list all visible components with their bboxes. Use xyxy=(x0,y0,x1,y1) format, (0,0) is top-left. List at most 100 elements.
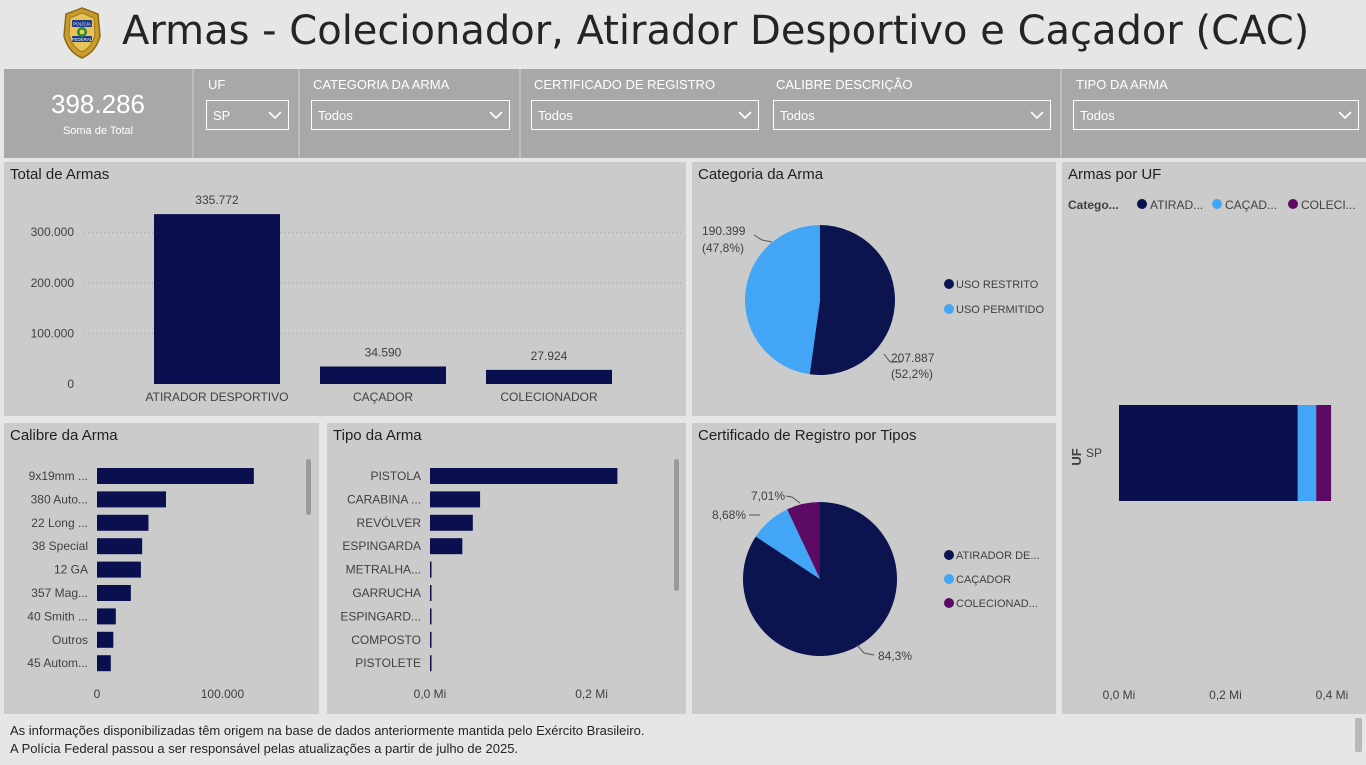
bar xyxy=(97,538,143,555)
leader-line xyxy=(856,644,875,656)
filter-divider xyxy=(1060,69,1062,158)
legend-label: COLECIONAD... xyxy=(956,598,1038,610)
x-tick-label: 0,2 Mi xyxy=(1209,688,1242,702)
y-tick-label: 200.000 xyxy=(31,276,75,290)
total-armas-panel: Total de Armas 0 100.000 200.000 300.000 335… xyxy=(4,162,686,416)
legend-label: ATIRAD... xyxy=(1150,198,1203,212)
uf-dropdown[interactable]: SP xyxy=(206,100,289,130)
pie-slice-colecionador xyxy=(787,502,820,579)
stacked-bar-segment xyxy=(1297,405,1317,501)
legend-label: COLECI... xyxy=(1301,198,1356,212)
category-label: 380 Auto... xyxy=(31,492,88,506)
legend-label: USO RESTRITO xyxy=(956,279,1039,291)
bar xyxy=(430,514,473,531)
tipo-dropdown-value: Todos xyxy=(1080,108,1115,123)
slicer-uf: UF SP xyxy=(194,69,298,158)
footer-note: As informações disponibilizadas têm orig… xyxy=(10,722,644,758)
bar xyxy=(430,655,432,672)
legend-marker xyxy=(1137,199,1147,209)
stacked-bar-segment xyxy=(1316,405,1332,501)
categoria-dropdown[interactable]: Todos xyxy=(311,100,510,130)
slicer-categoria: CATEGORIA DA ARMA Todos xyxy=(300,69,519,158)
tipo-dropdown[interactable]: Todos xyxy=(1073,100,1359,130)
tipo-scrollbar[interactable] xyxy=(674,459,679,591)
legend-title: Catego... xyxy=(1068,198,1119,212)
bar xyxy=(430,631,432,648)
armas-por-uf-title: Armas por UF xyxy=(1068,166,1162,183)
data-label: 27.924 xyxy=(531,349,568,363)
data-label: 8,68% xyxy=(712,508,746,522)
slicer-tipo: TIPO DA ARMA Todos xyxy=(1062,69,1366,158)
footer-line-1: As informações disponibilizadas têm orig… xyxy=(10,723,645,738)
category-label: Outros xyxy=(52,633,88,647)
certificado-tipos-title: Certificado de Registro por Tipos xyxy=(698,427,917,444)
tipo-arma-title: Tipo da Arma xyxy=(333,427,422,444)
calibre-arma-title: Calibre da Arma xyxy=(10,427,118,444)
y-tick-label: 300.000 xyxy=(31,225,75,239)
calibre-dropdown[interactable]: Todos xyxy=(773,100,1051,130)
legend-label: USO PERMITIDO xyxy=(956,304,1044,316)
pie-slice-uso-restrito xyxy=(809,225,896,375)
footer-line-2: A Polícia Federal passou a ser responsáv… xyxy=(10,741,519,756)
bar xyxy=(430,608,432,625)
category-label: PISTOLETE xyxy=(355,656,421,670)
calibre-dropdown-value: Todos xyxy=(780,108,815,123)
chevron-down-icon xyxy=(738,111,752,120)
x-tick-label: 0 xyxy=(94,687,101,701)
category-label: PISTOLA xyxy=(371,469,421,483)
calibre-scrollbar[interactable] xyxy=(306,459,311,515)
y-tick-label: 0 xyxy=(67,377,74,391)
bar xyxy=(430,468,618,484)
data-label: (47,8%) xyxy=(702,241,744,255)
bar xyxy=(430,491,481,508)
x-tick-label: 0,0 Mi xyxy=(414,687,447,701)
slicer-certificado-title: CERTIFICADO DE REGISTRO xyxy=(534,77,716,92)
legend-label: CAÇAD... xyxy=(1225,198,1277,212)
category-label: GARRUCHA xyxy=(352,586,421,600)
pie-slice-uso-permitido xyxy=(745,225,820,375)
x-tick-label: COLECIONADOR xyxy=(500,390,598,404)
page-scrollbar[interactable] xyxy=(1355,718,1362,752)
bar xyxy=(486,369,612,384)
kpi-value: 398.286 xyxy=(51,89,145,119)
slicer-uf-title: UF xyxy=(208,77,226,92)
filter-divider xyxy=(298,69,300,158)
category-label: 12 GA xyxy=(54,563,88,577)
bar xyxy=(320,366,446,384)
slicer-categoria-title: CATEGORIA DA ARMA xyxy=(313,77,450,92)
x-tick-label: CAÇADOR xyxy=(353,390,413,404)
x-tick-label: 0,4 Mi xyxy=(1316,688,1349,702)
category-label: SP xyxy=(1086,446,1102,460)
category-label: 357 Mag... xyxy=(31,586,88,600)
bar xyxy=(154,214,280,384)
leader-line xyxy=(785,495,801,504)
data-label: 335.772 xyxy=(195,193,239,207)
tipo-arma-panel: Tipo da Arma PISTOLA CARABINA ... REVÓLVER… xyxy=(327,423,686,714)
category-label: CARABINA ... xyxy=(347,492,421,506)
stacked-bar-segment xyxy=(1119,405,1298,501)
y-axis-title: UF xyxy=(1069,448,1084,465)
bar xyxy=(430,585,432,601)
logo-text-top: POLÍCIA xyxy=(73,21,91,27)
category-label: 40 Smith ... xyxy=(27,609,88,623)
slicer-certificado: CERTIFICADO DE REGISTRO Todos xyxy=(521,69,761,158)
category-label: 9x19mm ... xyxy=(29,469,88,483)
category-label: ESPINGARDA xyxy=(342,539,421,553)
leader-line xyxy=(883,353,902,363)
data-label: 84,3% xyxy=(878,649,912,663)
category-label: 22 Long ... xyxy=(31,516,88,530)
calibre-arma-chart: 9x19mm ... 380 Auto... 22 Long ... 38 Speci… xyxy=(27,468,254,701)
certificado-dropdown[interactable]: Todos xyxy=(531,100,759,130)
bar xyxy=(97,491,166,508)
chevron-down-icon xyxy=(1338,111,1352,120)
y-tick-label: 100.000 xyxy=(31,326,75,340)
data-label: 34.590 xyxy=(365,346,402,360)
legend-marker xyxy=(944,279,954,289)
x-tick-label: 100.000 xyxy=(201,687,245,701)
category-label: REVÓLVER xyxy=(357,515,422,530)
category-label: METRALHA... xyxy=(346,563,421,577)
data-label: 7,01% xyxy=(751,489,785,503)
bar xyxy=(97,585,131,601)
legend-marker xyxy=(1288,199,1298,209)
categoria-arma-chart: 207.887 (52,2%) 190.399 (47,8%) USO RESTRITO… xyxy=(702,224,1044,381)
